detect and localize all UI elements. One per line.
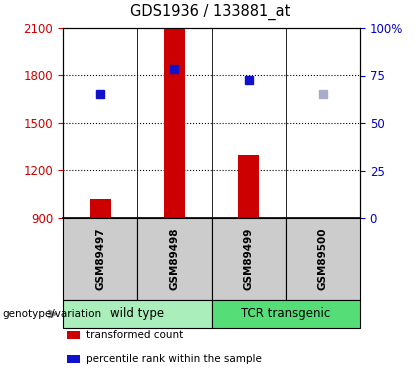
Text: GSM89497: GSM89497 bbox=[95, 228, 105, 290]
Bar bbox=[137, 218, 212, 300]
Text: genotype/variation: genotype/variation bbox=[2, 309, 101, 319]
Text: TCR transgenic: TCR transgenic bbox=[241, 308, 331, 321]
Bar bbox=[212, 218, 286, 300]
Bar bbox=[212, 300, 360, 328]
Text: percentile rank within the sample: percentile rank within the sample bbox=[86, 354, 262, 364]
Text: GSM89499: GSM89499 bbox=[244, 228, 254, 290]
Bar bbox=[90, 199, 110, 218]
Text: wild type: wild type bbox=[110, 308, 164, 321]
Text: GDS1936 / 133881_at: GDS1936 / 133881_at bbox=[130, 4, 290, 20]
Bar bbox=[164, 28, 185, 218]
Text: transformed count: transformed count bbox=[86, 330, 184, 340]
Text: GSM89500: GSM89500 bbox=[318, 228, 328, 290]
Bar bbox=[312, 217, 333, 218]
Text: GSM89498: GSM89498 bbox=[169, 228, 179, 290]
Bar bbox=[63, 300, 212, 328]
Bar bbox=[286, 218, 360, 300]
Bar bbox=[63, 218, 137, 300]
Bar bbox=[238, 154, 259, 218]
